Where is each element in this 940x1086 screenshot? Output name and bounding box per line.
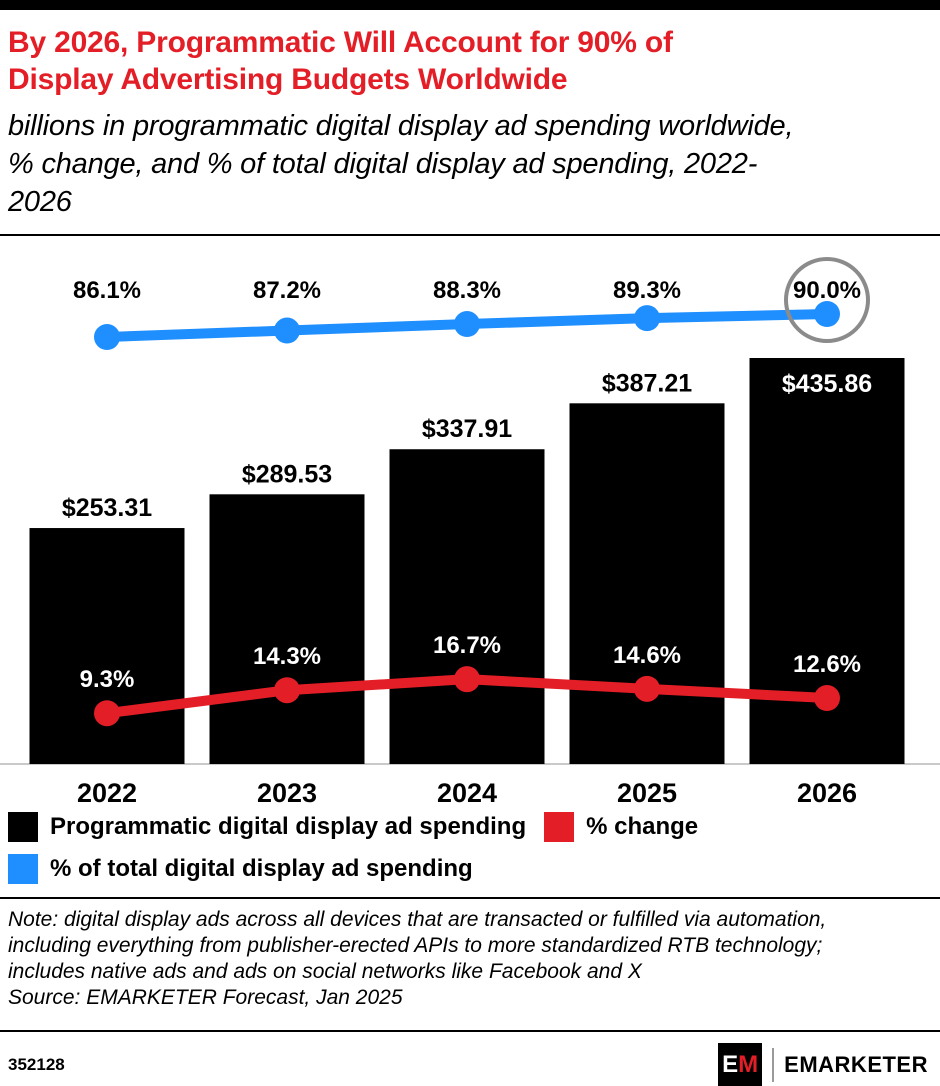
pct-of-total-label-2025: 89.3%	[613, 277, 681, 304]
logo-separator	[772, 1048, 775, 1082]
legend-swatch-black	[8, 812, 38, 842]
x-label-2024: 2024	[437, 778, 497, 806]
footer-divider	[0, 1030, 940, 1032]
bar-label-2023: $289.53	[242, 460, 332, 488]
bar-2022	[29, 528, 185, 764]
x-label-2025: 2025	[617, 778, 677, 806]
pct-of-total-point-2025	[634, 305, 660, 332]
note-block: Note: digital display ads across all dev…	[0, 899, 940, 1017]
pct-of-total-point-2024	[454, 311, 480, 338]
pct-change-label-2024: 16.7%	[433, 632, 501, 659]
pct-change-point-2023	[274, 677, 300, 704]
bar-label-2025: $387.21	[602, 369, 692, 397]
pct-of-total-point-2026	[814, 301, 840, 327]
top-black-bar	[0, 0, 940, 10]
chart-id: 352128	[8, 1055, 65, 1074]
x-label-2026: 2026	[797, 778, 857, 806]
bar-2024	[389, 449, 545, 764]
source-text: Source: EMARKETER Forecast, Jan 2025	[8, 986, 403, 1009]
legend-swatch-blue	[8, 854, 38, 884]
legend-label-bar-series: Programmatic digital display ad spending	[50, 813, 527, 840]
pct-of-total-label-2024: 88.3%	[433, 277, 501, 304]
logo-letter-m: M	[738, 1051, 759, 1078]
pct-change-point-2024	[454, 666, 480, 693]
pct-change-point-2025	[634, 675, 660, 702]
bar-label-2024: $337.91	[422, 415, 512, 443]
legend-label-pct-change: % change	[586, 813, 699, 840]
bar-2025	[569, 403, 725, 764]
legend-item-pct-of-total: % of total digital display ad spending	[8, 854, 473, 884]
pct-change-point-2022	[94, 700, 120, 727]
pct-change-label-2022: 9.3%	[80, 666, 135, 693]
pct-of-total-label-2023: 87.2%	[253, 277, 321, 304]
chart-header: By 2026, Programmatic Will Account for 9…	[0, 10, 940, 221]
emarketer-logo-icon: E M	[718, 1043, 763, 1086]
pct-of-total-point-2022	[94, 324, 120, 351]
emarketer-logo: E M EMARKETER	[718, 1043, 928, 1086]
bar-2023	[209, 494, 365, 764]
emarketer-wordmark: EMARKETER	[784, 1052, 928, 1077]
pct-change-label-2025: 14.6%	[613, 642, 681, 669]
bar-label-2022: $253.31	[62, 494, 152, 522]
chart-legend: Programmatic digital display ad spending…	[0, 806, 940, 884]
chart-title: By 2026, Programmatic Will Account for 9…	[8, 26, 673, 96]
note-text: Note: digital display ads across all dev…	[8, 908, 827, 983]
legend-row-1: Programmatic digital display ad spending…	[8, 812, 932, 842]
legend-item-bar-series: Programmatic digital display ad spending	[8, 812, 526, 842]
legend-swatch-red	[544, 812, 575, 842]
combo-chart: 86.1% 87.2% 88.3% 89.3% 90.0% $253.31 $289.53 $…	[0, 257, 940, 806]
pct-of-total-label-2022: 86.1%	[73, 277, 141, 304]
bar-label-2026: $435.86	[782, 370, 872, 398]
pct-change-label-2023: 14.3%	[253, 643, 321, 670]
pct-of-total-point-2023	[274, 317, 300, 344]
header-divider	[0, 234, 940, 236]
legend-item-pct-change: % change	[544, 812, 698, 842]
footer: 352128 E M EMARKETER	[0, 1032, 940, 1086]
pct-of-total-label-2026: 90.0%	[793, 277, 861, 304]
x-label-2022: 2022	[77, 778, 137, 806]
x-label-2023: 2023	[257, 778, 317, 806]
logo-letter-e: E	[722, 1051, 739, 1078]
note-divider	[0, 897, 940, 899]
chart-subtitle: billions in programmatic digital display…	[8, 110, 794, 218]
pct-change-label-2026: 12.6%	[793, 651, 861, 678]
legend-label-pct-of-total: % of total digital display ad spending	[50, 855, 473, 882]
legend-row-2: % of total digital display ad spending	[8, 854, 932, 884]
highlight-circle-90pct	[784, 257, 870, 343]
pct-change-point-2026	[814, 685, 840, 712]
